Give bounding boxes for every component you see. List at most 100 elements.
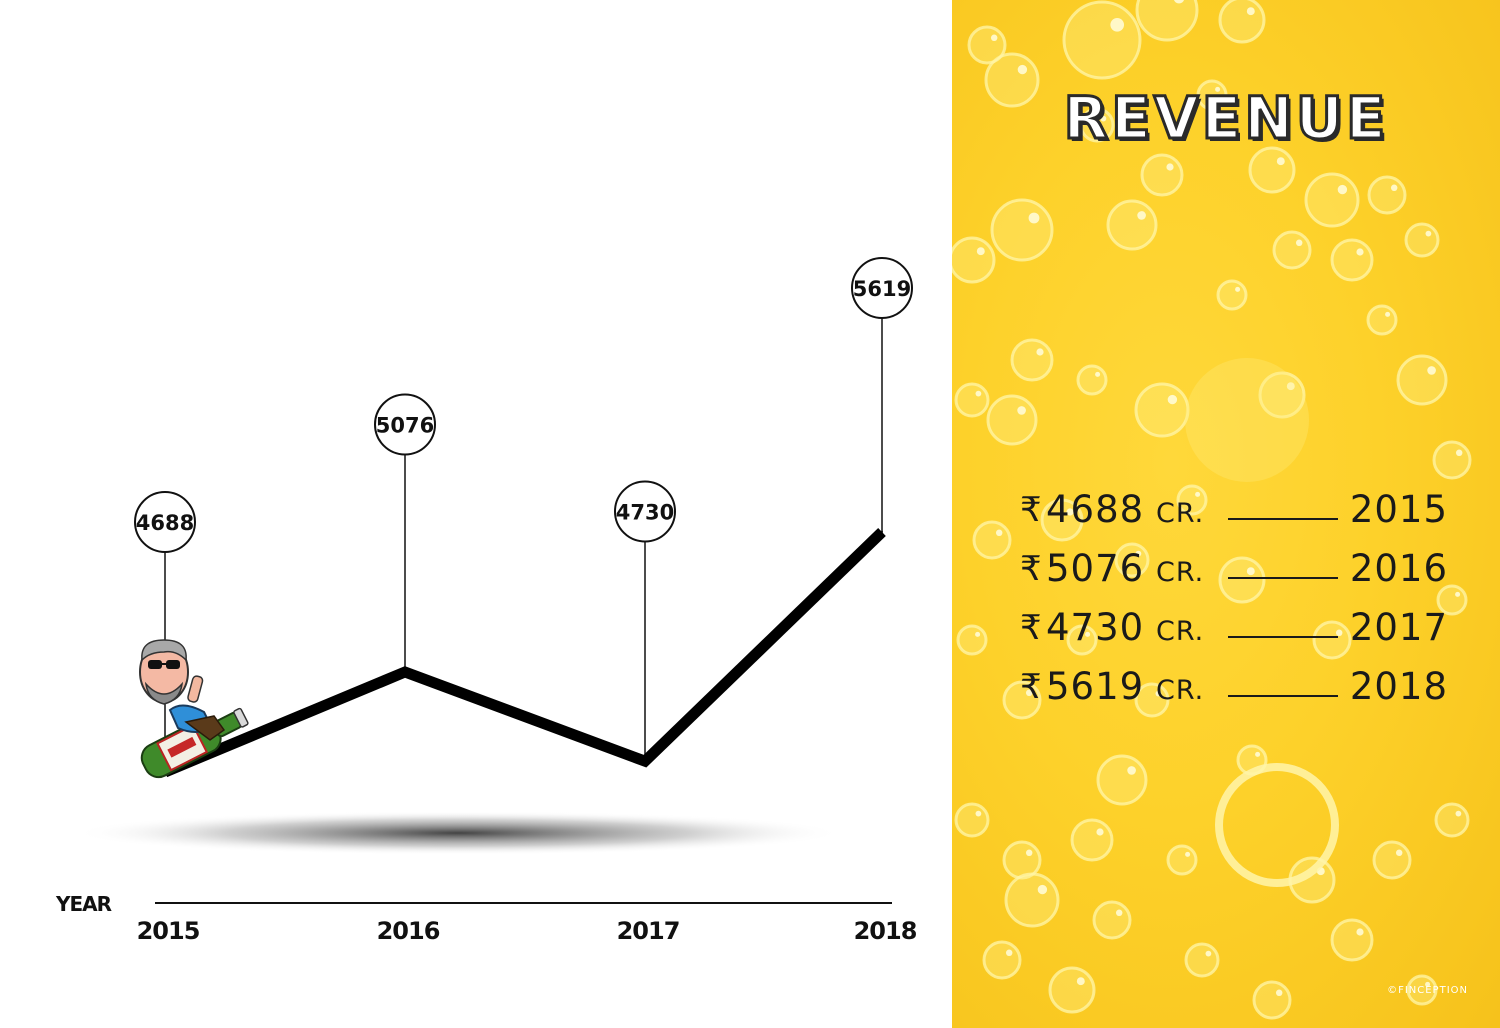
rupee-icon: ₹ xyxy=(1020,608,1042,648)
revenue-year: 2016 xyxy=(1349,547,1448,590)
bubble-highlight xyxy=(1390,184,1398,192)
bubble xyxy=(982,940,1022,980)
x-axis-title: YEAR xyxy=(55,892,112,916)
revenue-unit: CR. xyxy=(1156,557,1205,588)
bubble-highlight xyxy=(1166,163,1174,171)
data-label: 4730 xyxy=(616,500,674,524)
revenue-chart: 4688 5076 4730 5619 YEAR 2015 2016 2017 2018 xyxy=(55,257,918,945)
bubble xyxy=(1372,840,1412,880)
revenue-summary-panel: REVENUE ₹ 4688 CR. 2015 ₹ 5076 CR. 2016 … xyxy=(952,0,1500,1028)
revenue-amount: 5076 xyxy=(1046,547,1145,590)
bubble-highlight xyxy=(1455,810,1462,817)
bubble-highlight xyxy=(1127,766,1136,775)
bubble-highlight xyxy=(1025,689,1033,697)
bubble xyxy=(956,624,988,656)
bubble-highlight xyxy=(1096,828,1104,836)
x-tick-label: 2016 xyxy=(377,917,440,945)
bubble-highlight xyxy=(1215,86,1221,92)
bubble-highlight xyxy=(1005,949,1013,957)
bubble-highlight xyxy=(1356,248,1364,256)
x-tick-label: 2018 xyxy=(854,917,917,945)
bubble xyxy=(1272,230,1312,270)
ground-shadow xyxy=(73,811,843,855)
bubble-highlight xyxy=(1335,629,1343,637)
bubble-highlight xyxy=(1246,7,1255,16)
pin-circle xyxy=(374,393,436,456)
bubble xyxy=(1166,844,1198,876)
bubble-highlight xyxy=(1017,64,1028,75)
revenue-row-2017: ₹ 4730 CR. 2017 xyxy=(1020,602,1448,661)
bubble xyxy=(1404,222,1440,258)
revenue-unit: CR. xyxy=(1156,675,1205,706)
bubble-highlight xyxy=(1276,157,1285,166)
bubble xyxy=(1330,238,1374,282)
bubble xyxy=(1010,338,1054,382)
bubble-highlight xyxy=(975,810,982,817)
bubble-highlight xyxy=(1337,184,1348,195)
bubble-highlight xyxy=(975,390,982,397)
bubble xyxy=(986,394,1038,446)
bubble xyxy=(1434,802,1470,838)
bubble-highlight xyxy=(1100,115,1107,122)
bubble xyxy=(1004,872,1060,928)
bubble-highlight xyxy=(1167,394,1178,405)
revenue-year: 2017 xyxy=(1349,606,1448,649)
revenue-row-2018: ₹ 5619 CR. 2018 xyxy=(1020,661,1448,720)
bubble xyxy=(954,802,990,838)
bubble-highlight xyxy=(1286,382,1295,391)
bubble-highlight xyxy=(1205,950,1212,957)
bubble-highlight xyxy=(1455,591,1461,597)
data-point xyxy=(881,531,883,533)
bubble-highlight xyxy=(1095,371,1101,377)
data-label: 5076 xyxy=(376,413,434,437)
revenue-unit: CR. xyxy=(1156,498,1205,529)
rupee-icon: ₹ xyxy=(1020,667,1042,707)
leader-rule xyxy=(1228,518,1338,520)
bubble xyxy=(1184,942,1220,978)
data-label: 4688 xyxy=(136,511,194,535)
x-tick-labels: 2015 2016 2017 2018 xyxy=(137,917,918,945)
bubble-highlight xyxy=(1017,406,1026,415)
bubble xyxy=(954,382,990,418)
revenue-year: 2018 xyxy=(1349,665,1448,708)
data-point xyxy=(404,670,406,673)
bubble-highlight xyxy=(1185,851,1191,857)
bubble-highlight xyxy=(976,247,985,256)
bubble-highlight xyxy=(1037,884,1048,895)
bubble xyxy=(1106,199,1158,251)
revenue-unit: CR. xyxy=(1156,616,1205,647)
bubble xyxy=(1218,0,1266,44)
bubble-highlight xyxy=(1395,849,1403,857)
rupee-icon: ₹ xyxy=(1020,490,1042,530)
bubble-highlight xyxy=(990,34,998,42)
panel-title: REVENUE xyxy=(1062,83,1389,154)
leader-rule xyxy=(1228,695,1338,697)
bubble xyxy=(1248,146,1296,194)
bubble xyxy=(1134,382,1190,438)
bubble xyxy=(952,236,996,284)
bubble xyxy=(1396,354,1448,406)
revenue-row-2015: ₹ 4688 CR. 2015 xyxy=(1020,484,1448,543)
bubble-highlight xyxy=(1275,989,1283,997)
bubble-highlight xyxy=(1385,311,1391,317)
pin-stems xyxy=(164,318,883,772)
bubble-highlight xyxy=(1025,849,1033,857)
rupee-icon: ₹ xyxy=(1020,549,1042,589)
bubble xyxy=(1076,364,1108,396)
bubble-highlight xyxy=(1066,508,1074,516)
leader-rule xyxy=(1228,636,1338,638)
bubble xyxy=(1367,175,1407,215)
revenue-amount: 4688 xyxy=(1046,488,1145,531)
pin-circle xyxy=(614,480,676,543)
bubble xyxy=(1002,840,1042,880)
revenue-list: ₹ 4688 CR. 2015 ₹ 5076 CR. 2016 ₹ 4730 C… xyxy=(1020,484,1448,720)
revenue-line xyxy=(162,528,886,778)
bubble-highlight xyxy=(1155,690,1162,697)
bubble-highlight xyxy=(1110,17,1125,32)
credit-text: ©FINCEPTION xyxy=(1387,985,1468,996)
bubble-highlight xyxy=(1115,909,1123,917)
bubble xyxy=(1048,966,1096,1014)
revenue-amount: 4730 xyxy=(1046,606,1145,649)
revenue-amount: 5619 xyxy=(1046,665,1145,708)
bubble xyxy=(967,25,1007,65)
